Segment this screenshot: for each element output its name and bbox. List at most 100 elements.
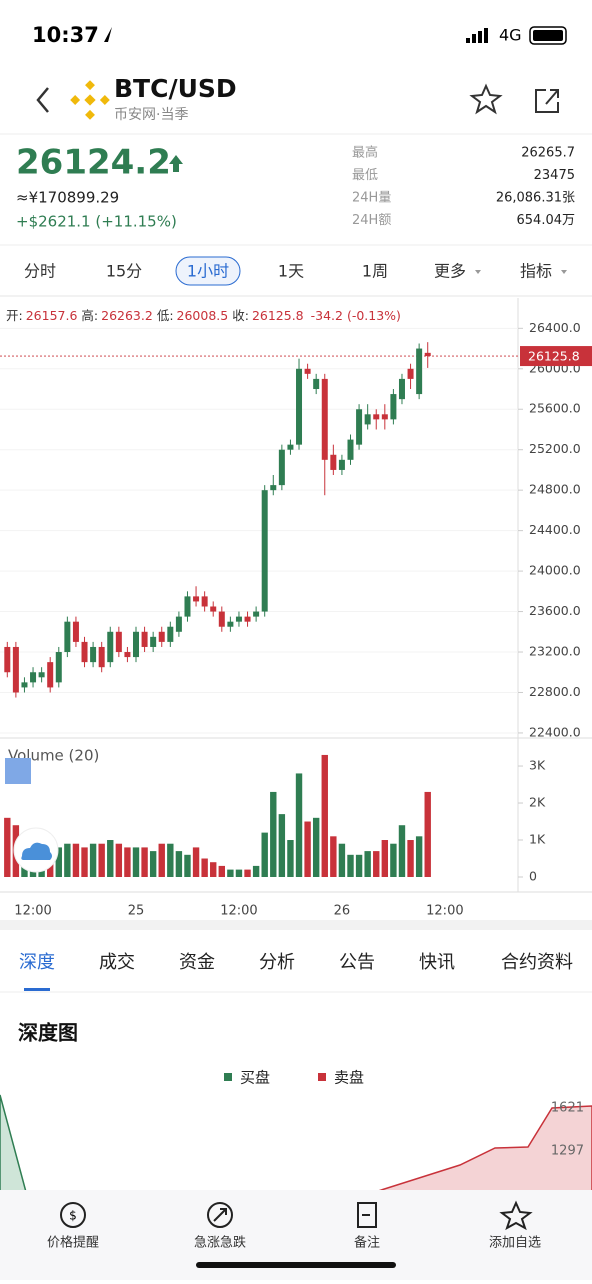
nav-item[interactable]: 添加自选	[489, 1236, 541, 1251]
nav-item[interactable]: 备注	[354, 1235, 380, 1251]
ohlc-info: 开: 26157.6 高: 26263.2 低: 26008.5 收: 26125.8 …	[6, 308, 401, 323]
stat-value: 26,086.31张	[496, 191, 575, 206]
candle-body	[218, 611, 225, 627]
interval-tab[interactable]: 分时	[24, 262, 56, 281]
volume-bar	[55, 847, 62, 877]
nav-item[interactable]: 急涨急跌	[194, 1235, 246, 1251]
legend-buy: 买盘	[240, 1069, 270, 1087]
section-tab[interactable]: 成交	[99, 952, 135, 973]
interval-tab[interactable]: 1天	[278, 262, 304, 281]
section-tab[interactable]: 深度	[19, 952, 55, 973]
volume-bar	[227, 869, 234, 877]
volume-bar	[278, 814, 286, 877]
nav-item[interactable]: 价格提醒	[47, 1235, 99, 1251]
volume-tick-label: 1K	[529, 832, 546, 847]
expand-button[interactable]	[5, 758, 31, 784]
candle-body	[416, 348, 423, 395]
x-tick-label: 25	[128, 904, 145, 919]
interval-tab[interactable]: 指标	[520, 262, 552, 281]
candle-body	[244, 616, 251, 622]
volume-bar	[141, 847, 148, 877]
x-tick-label: 26	[334, 904, 351, 919]
candle-body	[115, 631, 122, 653]
volume-bar	[201, 858, 208, 877]
interval-tab[interactable]: 更多	[434, 262, 466, 281]
last-price-label: 26125.8	[528, 349, 580, 364]
volume-bar	[98, 843, 105, 877]
volume-bar	[115, 843, 123, 877]
candle-body	[381, 414, 388, 420]
section-tab[interactable]: 分析	[259, 952, 295, 973]
volume-bar	[72, 843, 80, 877]
y-tick-label: 23600.0	[529, 603, 581, 618]
interval-tab[interactable]: 1小时	[187, 262, 229, 281]
dropdown-arrow	[475, 270, 481, 274]
volume-bar	[287, 840, 294, 877]
candle-body	[150, 636, 157, 647]
candle-body	[235, 616, 242, 622]
cloud-icon	[21, 842, 52, 860]
candle-body	[55, 652, 62, 683]
volume-bar	[347, 854, 354, 877]
section-tab[interactable]: 快讯	[419, 952, 455, 973]
candle-body	[227, 621, 234, 627]
volume-bar	[184, 854, 191, 877]
volume-bar	[175, 851, 183, 877]
candle-body	[296, 368, 303, 445]
candle-body	[313, 378, 320, 390]
stat-value: 654.04万	[517, 213, 576, 228]
status-time: 10:37	[32, 23, 99, 47]
candle-body	[278, 449, 285, 486]
favorite-button[interactable]	[469, 83, 503, 115]
interval-selected	[175, 256, 241, 286]
volume-bar	[124, 847, 131, 877]
depth-tick: 1621	[551, 1101, 584, 1116]
stat-label: 最高	[352, 145, 378, 161]
candle-body	[287, 444, 294, 450]
candle-body	[38, 672, 45, 678]
section-tab[interactable]: 合约资料	[501, 952, 573, 973]
volume-bar	[261, 832, 268, 877]
candle-body	[407, 368, 414, 379]
volume-bar	[158, 843, 165, 877]
back-button[interactable]	[36, 87, 49, 113]
volume-bar	[235, 869, 243, 877]
section-tab[interactable]: 资金	[179, 952, 215, 973]
volume-tick-label: 2K	[529, 795, 546, 810]
volume-bar	[107, 840, 114, 877]
candle-body	[158, 631, 165, 642]
volume-bar	[295, 773, 303, 877]
interval-tab[interactable]: 15分	[106, 262, 142, 281]
last-price-tag	[520, 346, 592, 367]
volume-bar	[312, 817, 320, 877]
y-tick-label: 24400.0	[529, 522, 581, 537]
volume-bar	[415, 836, 423, 877]
info-label: 高:	[81, 308, 98, 323]
candle-body	[253, 611, 260, 617]
share-button[interactable]	[535, 89, 559, 113]
volume-bar	[364, 851, 371, 877]
volume-bar	[252, 865, 260, 877]
x-tick-label: 12:00	[426, 904, 463, 919]
interval-tab[interactable]: 1周	[362, 262, 388, 281]
volume-bar	[218, 865, 225, 877]
section-tab[interactable]: 公告	[339, 952, 375, 973]
stat-label: 最低	[352, 168, 378, 183]
info-label: 开:	[6, 308, 23, 323]
candle-body	[356, 409, 363, 445]
info-change: -34.2 (-0.13%)	[311, 308, 401, 323]
volume-bar	[321, 754, 328, 877]
stat-value: 23475	[534, 168, 575, 183]
candle-body	[270, 485, 277, 491]
volume-bar	[89, 843, 97, 877]
y-tick-label: 24800.0	[529, 482, 581, 497]
volume-bar	[407, 840, 414, 877]
exchange: 币安网·当季	[114, 107, 188, 123]
volume-bar	[244, 869, 251, 877]
volume-bar	[4, 817, 11, 877]
cny-price: ≈¥170899.29	[16, 189, 119, 207]
depth-tick: 1297	[551, 1144, 584, 1159]
candle-body	[124, 652, 131, 658]
